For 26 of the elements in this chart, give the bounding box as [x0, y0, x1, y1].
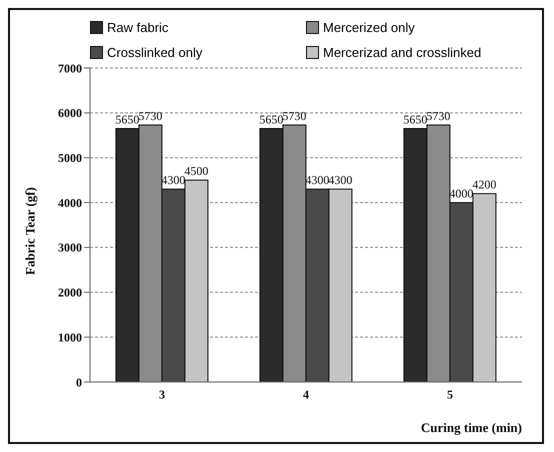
y-tick-label: 7000: [58, 61, 82, 76]
x-axis-title: Curing time (min): [420, 420, 522, 435]
x-tick-label: 5: [447, 388, 453, 402]
data-label: 5730: [282, 108, 306, 123]
y-tick-label: 6000: [58, 106, 82, 120]
data-label: 4500: [184, 164, 208, 178]
y-tick-label: 5000: [58, 150, 82, 165]
legend-label: Crosslinked only: [107, 45, 202, 60]
data-label: 5730: [426, 108, 450, 123]
data-label: 4200: [472, 178, 496, 192]
legend-label: Raw fabric: [107, 20, 168, 35]
legend-label: Mercerized only: [323, 20, 415, 35]
data-label: 5730: [138, 108, 162, 123]
y-tick-label: 2000: [58, 286, 82, 300]
x-tick-label: 4: [303, 388, 309, 402]
x-tick-label: 3: [159, 388, 165, 402]
y-axis-title: Fabric Tear (gf): [22, 187, 38, 275]
data-label: 5650: [403, 112, 428, 127]
y-tick-label: 4000: [58, 196, 82, 210]
y-tick-label: 0: [76, 375, 82, 390]
data-label: 4300: [328, 173, 352, 188]
y-tick-label: 1000: [58, 330, 82, 344]
data-label: 5650: [115, 112, 140, 127]
y-tick-label: 3000: [58, 240, 82, 255]
legend-label: Mercerizad and crosslinked: [323, 45, 482, 60]
data-label: 5650: [259, 112, 284, 127]
